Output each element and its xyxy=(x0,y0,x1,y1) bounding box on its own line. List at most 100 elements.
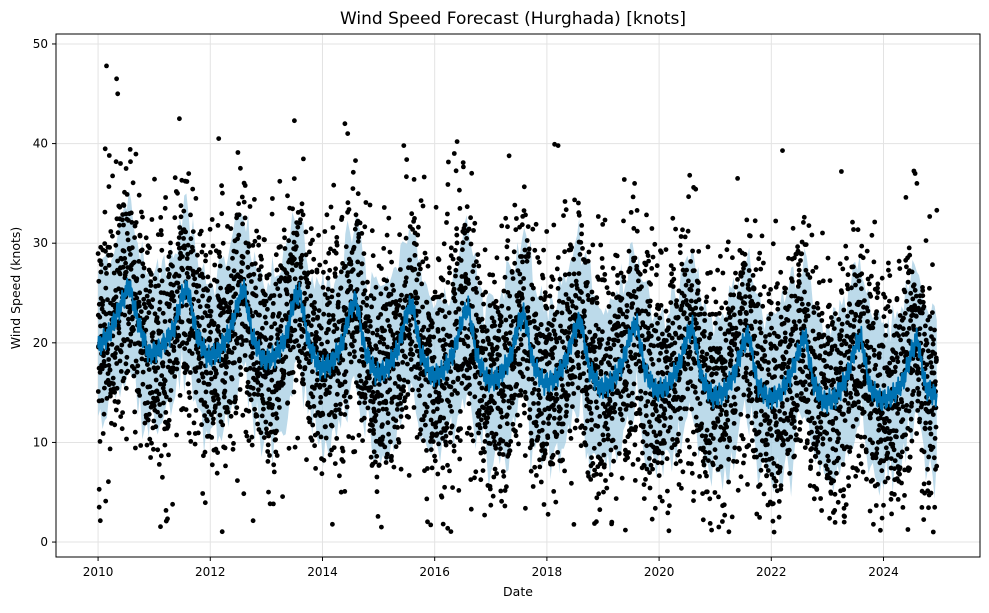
data-point xyxy=(351,186,356,191)
data-point xyxy=(266,490,271,495)
data-point xyxy=(116,230,121,235)
data-point xyxy=(260,414,265,419)
data-point xyxy=(677,325,682,330)
data-point xyxy=(678,250,683,255)
data-point xyxy=(666,325,671,330)
data-point xyxy=(630,301,635,306)
data-point xyxy=(757,430,762,435)
data-point xyxy=(689,407,694,412)
data-point xyxy=(387,324,392,329)
data-point xyxy=(351,170,356,175)
data-point xyxy=(734,326,739,331)
data-point xyxy=(548,294,553,299)
data-point xyxy=(645,399,650,404)
data-point xyxy=(282,235,287,240)
data-point xyxy=(389,458,394,463)
data-point xyxy=(354,212,359,217)
data-point xyxy=(594,357,599,362)
data-point xyxy=(600,329,605,334)
data-point xyxy=(628,420,633,425)
data-point xyxy=(706,458,711,463)
data-point xyxy=(220,191,225,196)
data-point xyxy=(447,271,452,276)
data-point xyxy=(378,312,383,317)
data-point xyxy=(741,437,746,442)
data-point xyxy=(164,508,169,513)
data-point xyxy=(452,443,457,448)
data-point xyxy=(223,464,228,469)
data-point xyxy=(211,244,216,249)
data-point xyxy=(537,465,542,470)
data-point xyxy=(327,300,332,305)
data-point xyxy=(226,266,231,271)
data-point xyxy=(216,397,221,402)
data-point xyxy=(459,381,464,386)
data-point xyxy=(729,403,734,408)
data-point xyxy=(558,415,563,420)
data-point xyxy=(624,387,629,392)
data-point xyxy=(642,482,647,487)
data-point xyxy=(770,456,775,461)
data-point xyxy=(241,491,246,496)
data-point xyxy=(478,477,483,482)
data-point xyxy=(150,217,155,222)
data-point xyxy=(723,366,728,371)
data-point xyxy=(659,303,664,308)
data-point xyxy=(682,272,687,277)
data-point xyxy=(761,348,766,353)
data-point xyxy=(214,371,219,376)
data-point xyxy=(294,244,299,249)
data-point xyxy=(190,248,195,253)
data-point xyxy=(832,508,837,513)
data-point xyxy=(169,388,174,393)
data-point xyxy=(555,432,560,437)
data-point xyxy=(603,218,608,223)
data-point xyxy=(448,431,453,436)
data-point xyxy=(296,343,301,348)
data-point xyxy=(689,461,694,466)
data-point xyxy=(855,392,860,397)
data-point xyxy=(456,376,461,381)
data-point xyxy=(183,230,188,235)
data-point xyxy=(787,304,792,309)
data-point xyxy=(108,229,113,234)
data-point xyxy=(585,419,590,424)
data-point xyxy=(494,432,499,437)
data-point xyxy=(408,323,413,328)
data-point xyxy=(320,471,325,476)
data-point xyxy=(862,410,867,415)
data-point xyxy=(254,229,259,234)
data-point xyxy=(546,512,551,517)
data-point xyxy=(621,275,626,280)
data-point xyxy=(403,355,408,360)
data-point xyxy=(186,382,191,387)
data-point xyxy=(683,235,688,240)
data-point xyxy=(216,401,221,406)
data-point xyxy=(692,490,697,495)
data-point xyxy=(692,452,697,457)
data-point xyxy=(304,230,309,235)
data-point xyxy=(616,338,621,343)
data-point xyxy=(381,246,386,251)
data-point xyxy=(798,420,803,425)
data-point xyxy=(330,522,335,527)
data-point xyxy=(848,391,853,396)
data-point xyxy=(150,297,155,302)
data-point xyxy=(124,437,129,442)
data-point xyxy=(826,379,831,384)
data-point xyxy=(644,213,649,218)
data-point xyxy=(312,307,317,312)
data-point xyxy=(624,315,629,320)
data-point xyxy=(747,268,752,273)
data-point xyxy=(708,332,713,337)
data-point xyxy=(761,261,766,266)
data-point xyxy=(196,378,201,383)
data-point xyxy=(215,279,220,284)
data-point xyxy=(478,281,483,286)
data-point xyxy=(175,281,180,286)
data-point xyxy=(788,435,793,440)
data-point xyxy=(282,371,287,376)
data-point xyxy=(122,256,127,261)
data-point xyxy=(155,398,160,403)
data-point xyxy=(693,187,698,192)
